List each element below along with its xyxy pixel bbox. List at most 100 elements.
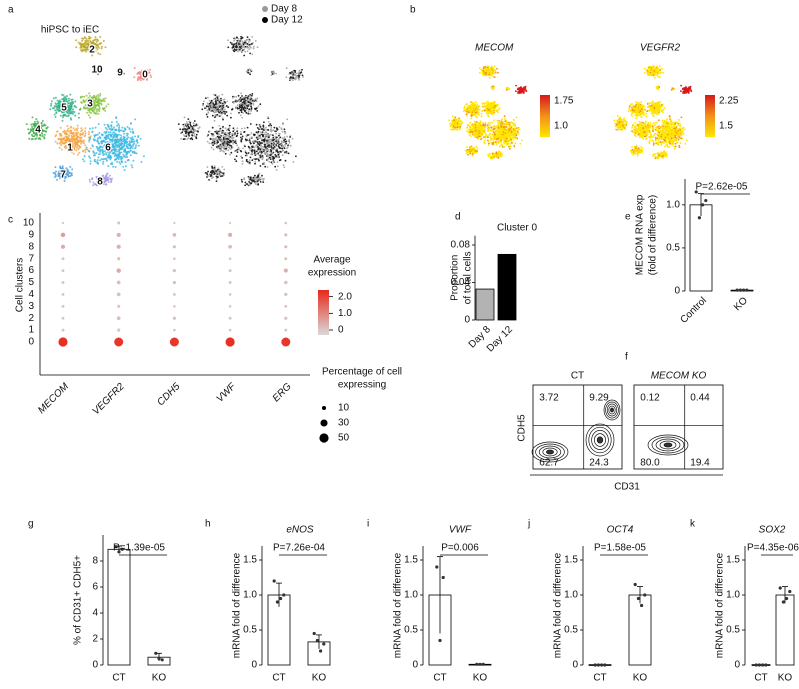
tsne-cell (89, 101, 92, 104)
tsne-cell (33, 122, 36, 125)
feature-cell (508, 147, 511, 150)
tsne-cell (253, 149, 256, 152)
tsne-cell (36, 126, 39, 129)
tsne-cell (45, 127, 48, 130)
tsne-cell (118, 152, 121, 155)
tsne-cell (127, 136, 130, 139)
tsne-cell (81, 150, 84, 153)
feature-cell (499, 139, 501, 142)
tsne-cell (208, 130, 211, 133)
tsne-cell (121, 126, 124, 129)
tsne-cell (255, 153, 258, 156)
tsne-cell (251, 36, 254, 38)
tsne-cell (88, 108, 91, 111)
feature-cell (506, 129, 509, 132)
feature-cell (505, 89, 508, 91)
tsne-cell (281, 154, 284, 157)
feature-cell (486, 67, 489, 70)
tsne-cell (126, 159, 129, 162)
tsne-cell (59, 114, 62, 117)
tsne-cell (113, 126, 115, 129)
tsne-cell (270, 74, 273, 76)
tsne-cell (107, 151, 109, 153)
feature-cell (489, 152, 491, 155)
tsne-cell (91, 54, 94, 57)
tsne-cell (250, 108, 253, 110)
tsne-cell (143, 72, 146, 75)
tsne-cell (203, 100, 205, 103)
feature-cell (493, 76, 496, 78)
tsne-cell (247, 95, 250, 97)
tsne-cell (146, 78, 149, 81)
tsne-cell (129, 147, 132, 150)
tsne-cell (87, 106, 90, 109)
tsne-cell (258, 177, 261, 180)
feature-cell (469, 126, 472, 129)
tsne-cell (103, 100, 106, 103)
panel-letter: f (625, 352, 628, 363)
tsne-cell (77, 131, 79, 134)
feature-cell (497, 126, 500, 129)
tsne-cell (93, 183, 96, 185)
tsne-cell (97, 156, 100, 159)
tsne-cell (57, 101, 60, 104)
tsne-cell (60, 144, 63, 147)
tsne-cell (62, 109, 65, 112)
tsne-cell (206, 116, 209, 118)
tsne-cell (130, 164, 133, 167)
tsne-cell (183, 126, 186, 128)
tsne-cell (205, 105, 208, 108)
tsne-cell (94, 154, 97, 157)
tsne-cell (251, 94, 253, 97)
tsne-cell (248, 98, 251, 100)
tsne-cell (210, 174, 212, 177)
tsne-cell (125, 145, 128, 148)
feature-cell (495, 135, 497, 138)
tsne-cell (291, 71, 293, 73)
feature-cell (506, 126, 509, 129)
feature-cell (467, 131, 470, 134)
tsne-cell (219, 145, 222, 148)
tsne-cell (118, 129, 121, 132)
tsne-cell (289, 71, 291, 74)
tsne-cell (132, 143, 135, 146)
feature-cell (513, 122, 516, 125)
feature-cell (460, 122, 463, 124)
tsne-cell (226, 137, 229, 140)
tsne-cell (65, 108, 67, 111)
tsne-cell (211, 126, 214, 129)
tsne-cell (97, 52, 100, 55)
tsne-cell (191, 134, 194, 137)
tsne-cell (246, 50, 249, 53)
tsne-cell (227, 149, 230, 152)
feature-cell (452, 125, 455, 127)
tsne-cell (224, 139, 226, 142)
tsne-cell (91, 130, 94, 133)
feature-cell (486, 100, 489, 103)
feature-cell (492, 135, 495, 138)
tsne-cell (76, 129, 79, 132)
tsne-cell (128, 143, 131, 146)
feature-cell (490, 112, 492, 115)
tsne-cell (41, 120, 44, 122)
tsne-cell (216, 132, 219, 135)
tsne-cell (55, 111, 58, 114)
tsne-cell (120, 138, 123, 141)
feature-cell (475, 121, 478, 123)
tsne-cell (134, 118, 137, 121)
feature-cell (505, 134, 508, 136)
tsne-cell (247, 112, 250, 115)
tsne-cell (76, 144, 79, 147)
tsne-cell (235, 107, 237, 110)
tsne-cell (82, 37, 85, 40)
tsne-cell (94, 126, 97, 129)
tsne-cell (214, 94, 217, 97)
tsne-cell (275, 138, 278, 141)
tsne-cell (274, 165, 277, 168)
tsne-cell (64, 147, 67, 150)
tsne-cell (294, 78, 297, 81)
tsne-cell (70, 137, 73, 140)
tsne-cell (266, 158, 269, 161)
tsne-cell (238, 148, 241, 151)
tsne-cell (97, 100, 100, 103)
